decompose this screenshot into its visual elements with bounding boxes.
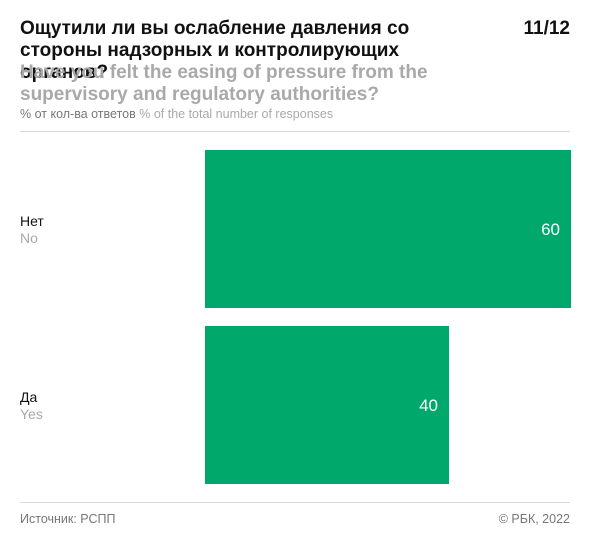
category-label-ru-2: Да [20, 389, 37, 405]
bar-value-label-1: 60 [541, 220, 560, 239]
category-label-ru-1: Нет [20, 213, 44, 229]
page-indicator: 11/12 [523, 18, 571, 39]
chart-title-en: Have you felt the easing of pressure fro… [20, 62, 428, 105]
bottom-divider [20, 502, 570, 503]
source-note: Источник: РСПП [20, 512, 116, 526]
category-label-en-1: No [20, 230, 38, 246]
top-divider [20, 131, 570, 132]
unit-label: % от кол-ва ответов % of the total numbe… [20, 107, 333, 121]
unit-label-ru: % от кол-ва ответов [20, 107, 136, 121]
bar-2 [205, 326, 449, 484]
category-label-en-2: Yes [20, 406, 43, 422]
copyright-note: © РБК, 2022 [498, 512, 570, 526]
unit-label-en: % of the total number of responses [139, 107, 334, 121]
chart-title-ru: Ощутили ли вы ослабление давления со сто… [20, 18, 410, 83]
bar-value-label-2: 40 [419, 396, 438, 415]
bar-1 [205, 150, 571, 308]
